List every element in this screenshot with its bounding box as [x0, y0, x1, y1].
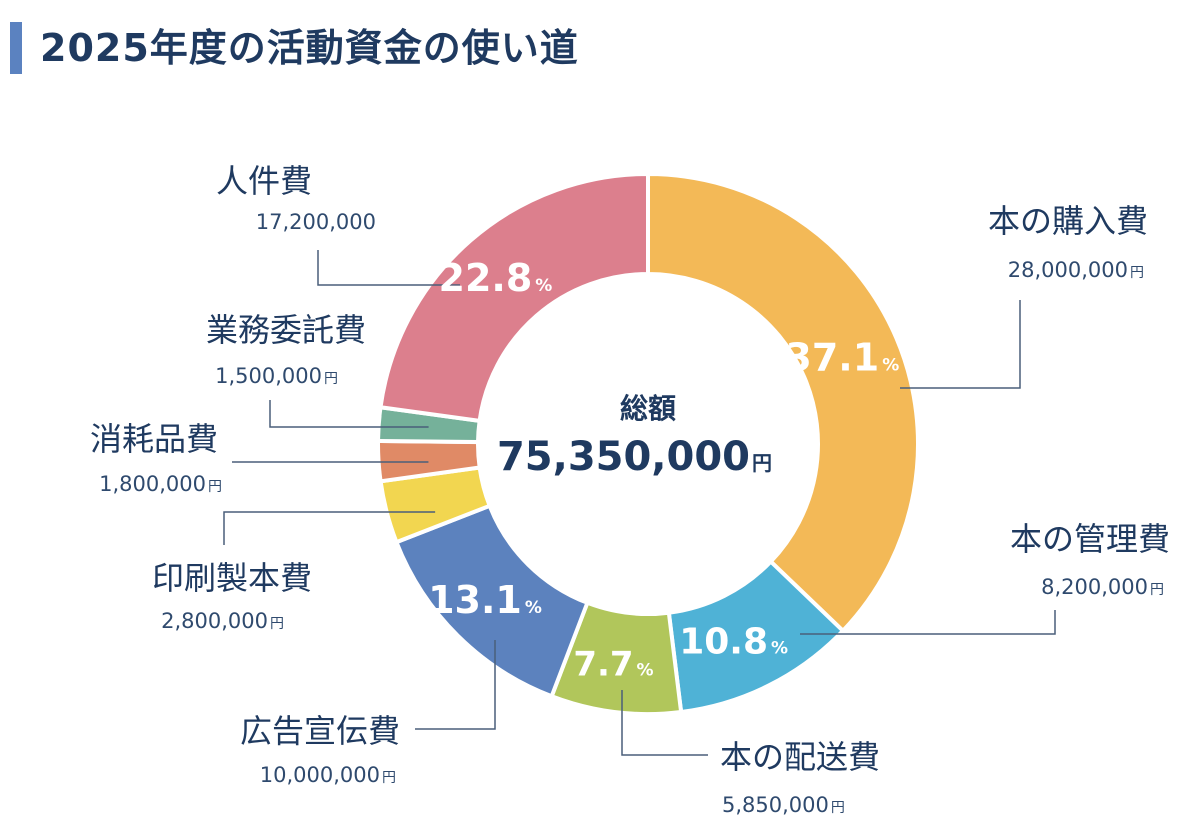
leader-line-8: [317, 250, 460, 286]
leader-line-7: [269, 400, 429, 428]
slice-amount-unit-2: 円: [1150, 582, 1164, 598]
slice-amount-8: 17,200,000: [256, 210, 376, 234]
percent-label-2: 10.8%: [679, 622, 788, 663]
slice-name-3: 本の配送費: [720, 738, 880, 776]
leader-line-3: [621, 690, 708, 756]
percent-label-3: 7.7%: [573, 644, 653, 684]
slice-1: [646, 171, 920, 634]
slice-amount-6: 1,800,000: [99, 472, 206, 496]
leader-line-2: [800, 610, 1056, 635]
slice-amount-4: 10,000,000: [260, 763, 380, 787]
percent-value: 10.8: [679, 622, 768, 663]
title-accent-bar: [10, 22, 22, 74]
slice-amount-unit-3: 円: [831, 800, 845, 816]
slice-amount-3: 5,850,000: [722, 793, 829, 817]
center-total-value: 75,350,000: [497, 434, 750, 480]
slice-name-1: 本の購入費: [988, 202, 1148, 240]
percent-symbol: %: [525, 598, 542, 618]
donut-slices: [375, 171, 920, 716]
leader-lines: [223, 250, 1056, 756]
percent-symbol: %: [535, 276, 552, 296]
leader-line-5: [223, 511, 436, 545]
percent-value: 13.1: [428, 578, 522, 622]
slice-name-8: 人件費: [216, 162, 312, 200]
chart-title: 2025年度の活動資金の使い道: [40, 26, 579, 70]
slice-8: [378, 171, 650, 424]
slice-amount-unit-7: 円: [324, 371, 338, 387]
percent-symbol: %: [771, 639, 788, 659]
percent-value: 7.7: [573, 644, 633, 684]
slice-name-4: 広告宣伝費: [240, 712, 400, 750]
percent-label-1: 37.1%: [785, 336, 899, 380]
center-total-unit: 円: [752, 451, 772, 475]
slice-name-2: 本の管理費: [1010, 520, 1170, 558]
slice-amount-1: 28,000,000: [1008, 258, 1128, 282]
percent-symbol: %: [637, 660, 654, 680]
slice-name-6: 消耗品費: [90, 420, 218, 458]
leader-line-1: [900, 300, 1021, 389]
slice-amount-unit-5: 円: [270, 616, 284, 632]
slice-amount-unit-1: 円: [1130, 265, 1144, 281]
percent-value: 22.8: [439, 256, 533, 300]
slice-amount-7: 1,500,000: [215, 364, 322, 388]
slice-amount-unit-4: 円: [382, 770, 396, 786]
percent-labels: 37.1 %10.8 %7.7 %13.1 %22.8%: [428, 256, 899, 684]
slice-amount-5: 2,800,000: [161, 609, 268, 633]
percent-label-8: 22.8%: [439, 256, 553, 300]
slice-name-7: 業務委託費: [206, 311, 366, 349]
leader-line-4: [415, 640, 496, 730]
slice-amount-unit-6: 円: [208, 479, 222, 495]
slice-name-5: 印刷製本費: [152, 559, 312, 597]
center-total-label: 総額: [620, 392, 676, 425]
percent-label-4: 13.1%: [428, 578, 542, 622]
percent-symbol: %: [882, 356, 899, 376]
percent-value: 37.1: [785, 336, 879, 380]
slice-amount-2: 8,200,000: [1041, 575, 1148, 599]
